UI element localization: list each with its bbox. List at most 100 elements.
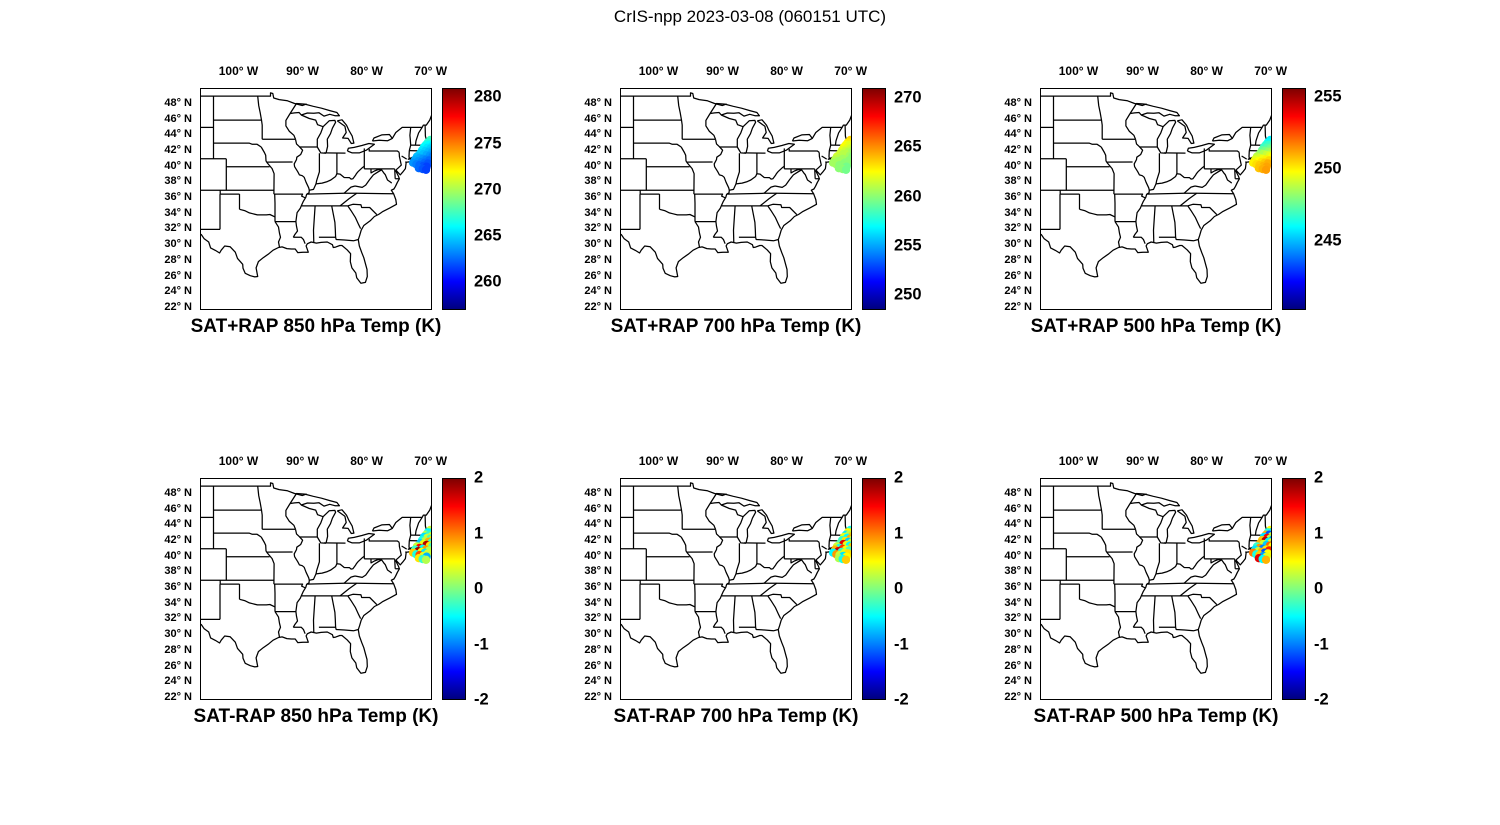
colorbar-tick-label: 280 xyxy=(474,87,502,106)
colorbar-tick-label: 0 xyxy=(894,579,904,598)
latitude-tick-label: 34° N xyxy=(584,206,612,219)
us-map-borders xyxy=(621,482,851,674)
map-plot-area xyxy=(200,478,432,700)
longitude-tick-label: 100° W xyxy=(1058,454,1099,468)
latitude-tick-label: 32° N xyxy=(584,222,612,235)
latitude-tick-label: 42° N xyxy=(584,534,612,546)
latitude-tick-label: 24° N xyxy=(584,675,612,688)
scatter-points xyxy=(1248,525,1272,564)
colorbar-tick-label: -1 xyxy=(1314,635,1329,653)
latitude-tick-label: 32° N xyxy=(164,612,192,625)
latitude-tick-label: 26° N xyxy=(584,659,612,672)
latitude-tick-label: 22° N xyxy=(584,300,612,313)
latitude-tick-label: 26° N xyxy=(1004,659,1032,672)
colorbar-tick-label: 275 xyxy=(474,134,502,152)
us-map xyxy=(201,482,432,674)
latitude-tick-label: 30° N xyxy=(1004,628,1032,641)
latitude-tick-label: 30° N xyxy=(584,628,612,641)
latitude-tick-label: 28° N xyxy=(584,253,612,266)
longitude-axis-labels: 100° W 90° W 80° W 70° W xyxy=(200,454,447,472)
latitude-tick-label: 46° N xyxy=(584,502,612,515)
scatter-point xyxy=(421,165,431,174)
longitude-tick-label: 70° W xyxy=(1254,64,1288,78)
map-panel-sat-plus-rap-500: 100° W 90° W 80° W 70° W 48° N 46° N 44° N 42°… xyxy=(970,55,1390,355)
colorbar-tick-label: -2 xyxy=(894,690,909,709)
scatter-point xyxy=(431,529,432,537)
colorbar-tick-label: 250 xyxy=(894,285,922,304)
colorbar xyxy=(442,478,466,700)
longitude-tick-label: 80° W xyxy=(770,64,803,78)
map-panel-sat-plus-rap-700: 100° W 90° W 80° W 70° W 48° N 46° N 44° N 42°… xyxy=(550,55,970,355)
colorbar-tick-label: -2 xyxy=(1314,690,1329,709)
latitude-tick-label: 28° N xyxy=(164,253,192,266)
latitude-tick-label: 44° N xyxy=(1004,518,1032,531)
latitude-tick-label: 24° N xyxy=(1004,675,1032,688)
latitude-tick-label: 40° N xyxy=(164,549,192,562)
panel-title: SAT+RAP 700 hPa Temp (K) xyxy=(610,316,862,337)
latitude-tick-label: 38° N xyxy=(584,565,612,578)
longitude-tick-label: 80° W xyxy=(1190,64,1223,78)
longitude-axis-labels: 100° W 90° W 80° W 70° W xyxy=(620,454,867,472)
map-plot-area xyxy=(620,88,852,310)
map-panel-sat-minus-rap-850: 100° W 90° W 80° W 70° W 48° N 46° N 44° N 42°… xyxy=(130,445,550,745)
scatter-point xyxy=(1271,529,1272,537)
latitude-tick-label: 26° N xyxy=(164,659,192,672)
latitude-tick-label: 34° N xyxy=(1004,596,1032,609)
longitude-tick-label: 90° W xyxy=(1126,454,1159,468)
longitude-axis-labels: 100° W 90° W 80° W 70° W xyxy=(620,64,867,82)
latitude-tick-label: 36° N xyxy=(164,191,192,203)
latitude-tick-label: 48° N xyxy=(1004,486,1032,499)
us-map xyxy=(1041,482,1272,674)
latitude-tick-label: 24° N xyxy=(164,285,192,298)
colorbar-tick-label: 260 xyxy=(474,272,502,291)
colorbar-tick-label: 0 xyxy=(1314,579,1324,598)
latitude-tick-label: 44° N xyxy=(584,128,612,141)
panel-title: SAT-RAP 850 hPa Temp (K) xyxy=(193,706,439,727)
scatter-point xyxy=(1261,555,1271,564)
latitude-tick-label: 36° N xyxy=(164,581,192,593)
longitude-tick-label: 100° W xyxy=(638,454,679,468)
us-map xyxy=(621,92,852,284)
latitude-tick-label: 44° N xyxy=(164,128,192,141)
latitude-tick-label: 42° N xyxy=(164,144,192,156)
us-map xyxy=(201,92,431,284)
colorbar xyxy=(1282,88,1306,310)
latitude-axis-labels: 48° N 46° N 44° N 42° N 40° N 38° N 36° N 34° N… xyxy=(130,88,194,313)
longitude-tick-label: 70° W xyxy=(414,454,448,468)
latitude-tick-label: 30° N xyxy=(164,628,192,641)
latitude-tick-label: 22° N xyxy=(1004,690,1032,703)
latitude-tick-label: 28° N xyxy=(584,643,612,656)
longitude-tick-label: 90° W xyxy=(706,454,739,468)
latitude-tick-label: 40° N xyxy=(1004,549,1032,562)
latitude-tick-label: 48° N xyxy=(1004,96,1032,109)
latitude-tick-label: 30° N xyxy=(584,238,612,251)
latitude-tick-label: 30° N xyxy=(164,238,192,251)
scatter-point xyxy=(851,529,852,537)
latitude-tick-label: 44° N xyxy=(584,518,612,531)
scatter-points xyxy=(408,135,431,174)
longitude-axis-labels: 100° W 90° W 80° W 70° W xyxy=(1040,64,1287,82)
latitude-tick-label: 40° N xyxy=(1004,159,1032,172)
latitude-tick-label: 30° N xyxy=(1004,238,1032,251)
panel-title: SAT+RAP 500 hPa Temp (K) xyxy=(1030,316,1282,337)
latitude-axis-labels: 48° N 46° N 44° N 42° N 40° N 38° N 36° N 34° N… xyxy=(970,478,1034,703)
colorbar-tick-label: 265 xyxy=(474,226,502,245)
longitude-tick-label: 100° W xyxy=(218,64,259,78)
longitude-tick-label: 100° W xyxy=(218,454,259,468)
latitude-tick-label: 28° N xyxy=(1004,253,1032,266)
latitude-tick-label: 36° N xyxy=(584,581,612,593)
scatter-point xyxy=(851,139,852,147)
colorbar-tick-label: -1 xyxy=(894,635,909,653)
latitude-tick-label: 22° N xyxy=(164,300,192,313)
latitude-tick-label: 40° N xyxy=(584,549,612,562)
latitude-tick-label: 42° N xyxy=(164,534,192,546)
longitude-tick-label: 90° W xyxy=(286,64,319,78)
latitude-tick-label: 22° N xyxy=(164,690,192,703)
latitude-axis-labels: 48° N 46° N 44° N 42° N 40° N 38° N 36° N 34° N… xyxy=(550,88,614,313)
latitude-tick-label: 24° N xyxy=(164,675,192,688)
colorbar-tick-label: 270 xyxy=(474,180,502,199)
latitude-tick-label: 38° N xyxy=(164,175,192,188)
scatter-point xyxy=(1271,139,1272,147)
latitude-tick-label: 48° N xyxy=(164,486,192,499)
longitude-tick-label: 90° W xyxy=(1126,64,1159,78)
